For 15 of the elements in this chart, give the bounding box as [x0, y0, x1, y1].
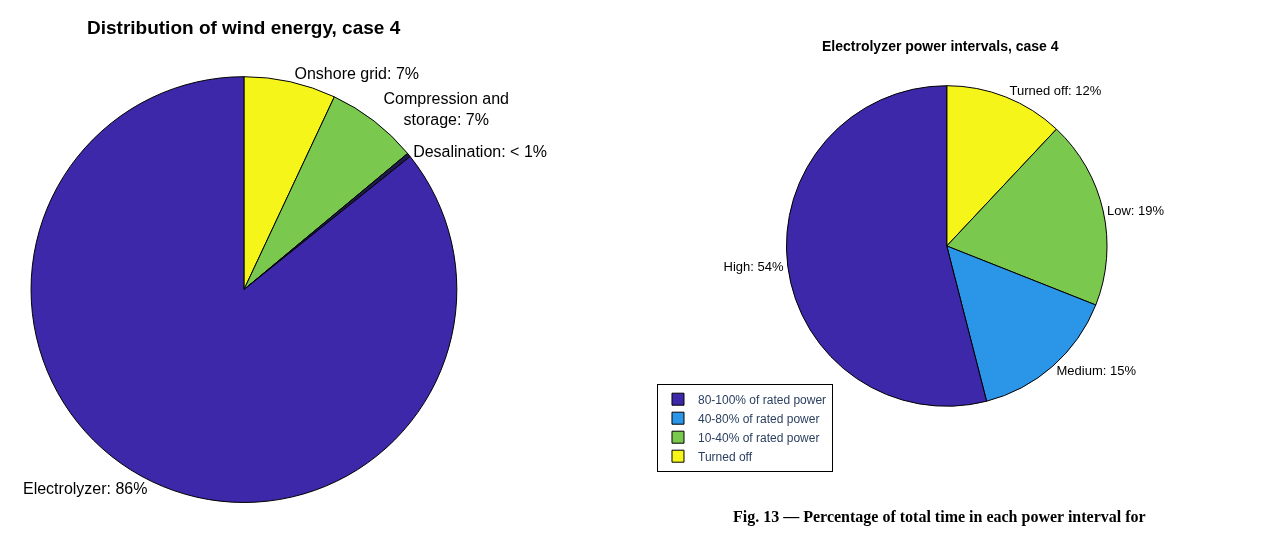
data-label: Electrolyzer: 86%	[22, 479, 148, 497]
legend-label: Turned off	[697, 449, 753, 464]
legend-label: 80-100% of rated power	[697, 392, 827, 407]
data-label: Compression and storage: 7%	[383, 90, 509, 129]
data-label: Desalination: < 1%	[413, 143, 547, 161]
caption: Fig. 13 — Percentage of total time in each power interval for	[733, 508, 1146, 526]
legend-label: 40-80% of rated power	[697, 411, 820, 426]
data-label: Medium: 15%	[1056, 362, 1137, 378]
chart-title: Electrolyzer power intervals, case 4	[822, 38, 1059, 54]
data-label: Turned off: 12%	[1009, 82, 1102, 98]
chart-title: Distribution of wind energy, case 4	[87, 17, 401, 38]
data-label: High: 54%	[723, 258, 784, 274]
data-label: Low: 19%	[1106, 203, 1165, 219]
legend-label: 10-40% of rated power	[697, 430, 820, 445]
data-label: Onshore grid: 7%	[294, 65, 420, 83]
